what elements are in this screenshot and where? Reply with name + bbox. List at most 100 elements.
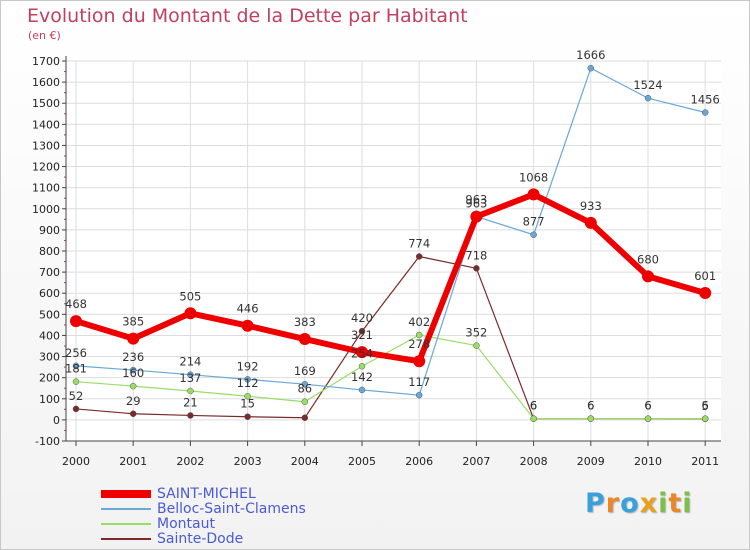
data-point xyxy=(587,415,595,422)
data-point xyxy=(244,392,251,400)
logo-letter: i xyxy=(682,488,693,519)
data-label: 6 xyxy=(644,399,651,413)
series-line xyxy=(75,191,707,365)
data-point xyxy=(699,287,712,300)
data-label: 420 xyxy=(351,311,373,325)
data-point xyxy=(244,413,251,420)
data-point xyxy=(644,415,652,422)
data-point xyxy=(701,109,709,116)
x-tick-label: 2001 xyxy=(119,455,147,468)
x-tick-label: 2011 xyxy=(691,455,719,468)
data-point xyxy=(701,415,709,422)
data-point xyxy=(72,405,80,413)
data-point xyxy=(72,378,80,385)
data-point xyxy=(413,355,426,368)
y-tick-label: 1100 xyxy=(32,182,60,195)
data-label: 256 xyxy=(65,346,87,360)
chart-subtitle: (en €) xyxy=(28,29,61,42)
proxiti-logo: Proxiti xyxy=(585,488,693,519)
data-label: 6 xyxy=(530,399,537,413)
logo-letter: x xyxy=(639,488,659,519)
data-label: 52 xyxy=(69,389,84,403)
data-label: 278 xyxy=(408,337,430,351)
data-point xyxy=(415,253,423,260)
data-label: 142 xyxy=(351,370,373,384)
data-label: 446 xyxy=(237,302,259,316)
x-tick-label: 2005 xyxy=(348,455,376,468)
y-tick-label: 200 xyxy=(39,372,60,385)
data-label: 86 xyxy=(297,382,312,396)
x-tick-label: 2008 xyxy=(520,455,548,468)
data-label: 877 xyxy=(523,215,545,229)
data-label: 181 xyxy=(65,362,87,376)
data-label: 383 xyxy=(294,315,316,329)
data-point xyxy=(72,362,80,370)
x-tick-label: 2007 xyxy=(462,455,490,468)
legend-swatch xyxy=(101,508,151,510)
data-point xyxy=(301,398,309,405)
data-label: 1666 xyxy=(576,48,605,62)
data-point xyxy=(415,331,423,339)
logo-letter: o xyxy=(620,488,640,519)
data-label: 29 xyxy=(126,394,141,408)
data-point xyxy=(642,270,654,283)
data-label: 6 xyxy=(587,399,594,413)
logo-letter: r xyxy=(605,488,621,519)
data-label: 6 xyxy=(702,399,709,413)
legend-swatch xyxy=(101,490,151,498)
data-point xyxy=(301,414,309,422)
data-point xyxy=(358,327,366,335)
y-tick-label: 600 xyxy=(39,287,60,300)
data-label: 1068 xyxy=(519,170,548,184)
data-label: 680 xyxy=(637,252,659,266)
grid-layer xyxy=(66,60,721,442)
x-tick-label: 2010 xyxy=(634,455,662,468)
y-tick-label: 1200 xyxy=(32,161,60,174)
data-label: 6 xyxy=(587,399,594,413)
data-point xyxy=(298,333,311,346)
data-label: 385 xyxy=(122,315,144,329)
data-point xyxy=(358,363,366,370)
data-label: 112 xyxy=(237,376,259,390)
x-tick-label: 2004 xyxy=(291,455,319,468)
data-point xyxy=(527,188,540,201)
series-layer xyxy=(70,64,712,423)
x-tick-label: 2009 xyxy=(577,455,605,468)
y-tick-label: 1500 xyxy=(32,97,60,110)
data-label: 321 xyxy=(351,328,373,342)
data-point xyxy=(473,265,480,272)
data-label: 402 xyxy=(408,315,430,329)
data-label: 505 xyxy=(179,289,201,303)
y-tick-label: 1600 xyxy=(32,76,60,89)
data-label: 963 xyxy=(465,193,487,207)
data-label: 236 xyxy=(122,350,144,364)
y-tick-label: 800 xyxy=(39,245,60,258)
series-line xyxy=(75,334,706,420)
data-label: 117 xyxy=(408,375,430,389)
series-line xyxy=(75,67,706,396)
data-label: 6 xyxy=(644,399,651,413)
chart-title: Evolution du Montant de la Dette par Hab… xyxy=(27,5,468,27)
y-tick-label: 1700 xyxy=(32,55,60,68)
data-point xyxy=(244,376,251,383)
y-tick-label: 0 xyxy=(53,414,60,427)
data-point xyxy=(530,415,537,422)
data-label: 352 xyxy=(465,326,487,340)
y-tick-label: 1400 xyxy=(32,118,60,131)
data-point xyxy=(184,307,197,320)
data-label: 15 xyxy=(240,397,255,411)
legend-swatch xyxy=(101,523,151,525)
logo-letter: i xyxy=(658,488,669,519)
data-point xyxy=(470,210,483,223)
data-point xyxy=(301,380,309,388)
data-label: 5 xyxy=(702,399,709,413)
legend-swatch xyxy=(101,538,151,540)
y-tick-label: 100 xyxy=(39,393,60,406)
data-label: 1524 xyxy=(633,78,662,92)
x-tick-label: 2006 xyxy=(405,455,433,468)
data-label: 468 xyxy=(65,297,87,311)
data-point xyxy=(530,231,537,238)
data-label: 933 xyxy=(580,199,602,213)
